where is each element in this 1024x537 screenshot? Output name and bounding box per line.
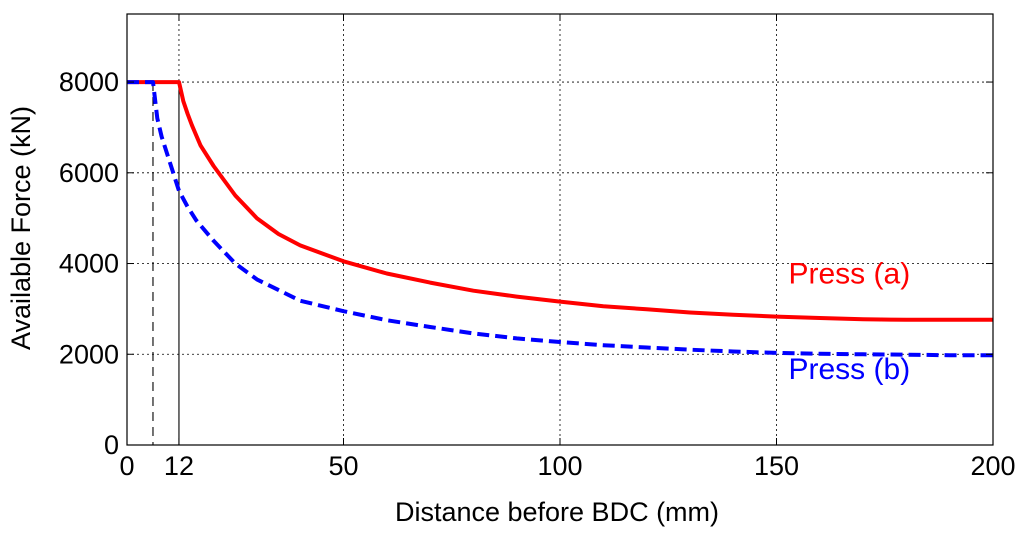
series-annotation: Press (a) [789, 257, 911, 290]
y-axis-label: Available Force (kN) [6, 106, 36, 350]
x-tick-label: 0 [119, 451, 134, 481]
reference-lines [152, 82, 180, 445]
series-line [127, 80, 993, 358]
annotation-layer: Press (a) Press (b) [789, 257, 911, 385]
series-layer [127, 80, 993, 358]
x-tick-label: 12 [164, 451, 194, 481]
x-tick-label: 100 [537, 451, 582, 481]
x-tick-label: 50 [328, 451, 358, 481]
series-line [127, 80, 993, 322]
y-tick-label: 0 [104, 430, 119, 460]
y-tick-label: 2000 [59, 339, 119, 369]
y-tick-label: 6000 [59, 158, 119, 188]
series-annotation: Press (b) [789, 353, 911, 386]
y-tick-label: 4000 [59, 249, 119, 279]
x-tick-label: 200 [970, 451, 1015, 481]
x-tick-label: 150 [754, 451, 799, 481]
x-axis-label: Distance before BDC (mm) [395, 497, 719, 527]
y-tick-label: 8000 [59, 67, 119, 97]
